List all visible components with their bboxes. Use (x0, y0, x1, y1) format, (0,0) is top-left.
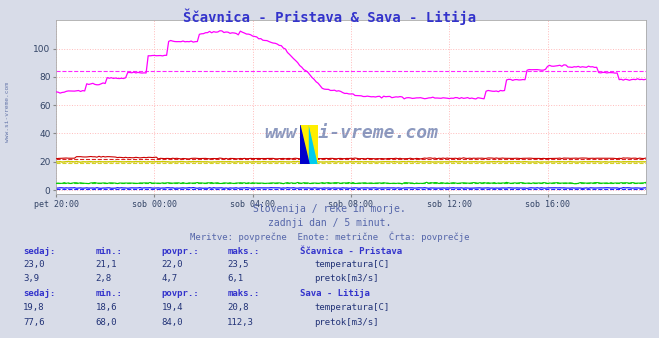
Text: 6,1: 6,1 (227, 274, 243, 283)
Text: maks.:: maks.: (227, 289, 260, 298)
Text: 19,4: 19,4 (161, 303, 183, 312)
Bar (309, 125, 318, 164)
Text: 23,5: 23,5 (227, 260, 249, 269)
Text: sedaj:: sedaj: (23, 247, 55, 256)
Text: 20,8: 20,8 (227, 303, 249, 312)
Bar (300, 125, 309, 164)
Text: povpr.:: povpr.: (161, 247, 199, 256)
Text: sedaj:: sedaj: (23, 289, 55, 298)
Text: min.:: min.: (96, 289, 123, 298)
Text: 18,6: 18,6 (96, 303, 117, 312)
Text: 23,0: 23,0 (23, 260, 45, 269)
Text: Sava - Litija: Sava - Litija (300, 289, 370, 298)
Text: 112,3: 112,3 (227, 318, 254, 327)
Text: Ščavnica - Pristava & Sava - Litija: Ščavnica - Pristava & Sava - Litija (183, 8, 476, 25)
Text: zadnji dan / 5 minut.: zadnji dan / 5 minut. (268, 218, 391, 228)
Text: temperatura[C]: temperatura[C] (314, 260, 389, 269)
Text: www.si-vreme.com: www.si-vreme.com (264, 124, 438, 142)
Text: temperatura[C]: temperatura[C] (314, 303, 389, 312)
Polygon shape (309, 125, 318, 164)
Text: Meritve: povprečne  Enote: metrične  Črta: povprečje: Meritve: povprečne Enote: metrične Črta:… (190, 232, 469, 242)
Text: pretok[m3/s]: pretok[m3/s] (314, 274, 379, 283)
Text: 3,9: 3,9 (23, 274, 39, 283)
Text: 19,8: 19,8 (23, 303, 45, 312)
Text: pretok[m3/s]: pretok[m3/s] (314, 318, 379, 327)
Text: 2,8: 2,8 (96, 274, 111, 283)
Text: 77,6: 77,6 (23, 318, 45, 327)
Text: maks.:: maks.: (227, 247, 260, 256)
Text: 68,0: 68,0 (96, 318, 117, 327)
Text: 21,1: 21,1 (96, 260, 117, 269)
Text: Slovenija / reke in morje.: Slovenija / reke in morje. (253, 204, 406, 215)
Text: 22,0: 22,0 (161, 260, 183, 269)
Text: www.si-vreme.com: www.si-vreme.com (5, 81, 11, 142)
Polygon shape (300, 125, 309, 164)
Text: Ščavnica - Pristava: Ščavnica - Pristava (300, 247, 402, 256)
Text: min.:: min.: (96, 247, 123, 256)
Text: 84,0: 84,0 (161, 318, 183, 327)
Text: povpr.:: povpr.: (161, 289, 199, 298)
Text: 4,7: 4,7 (161, 274, 177, 283)
